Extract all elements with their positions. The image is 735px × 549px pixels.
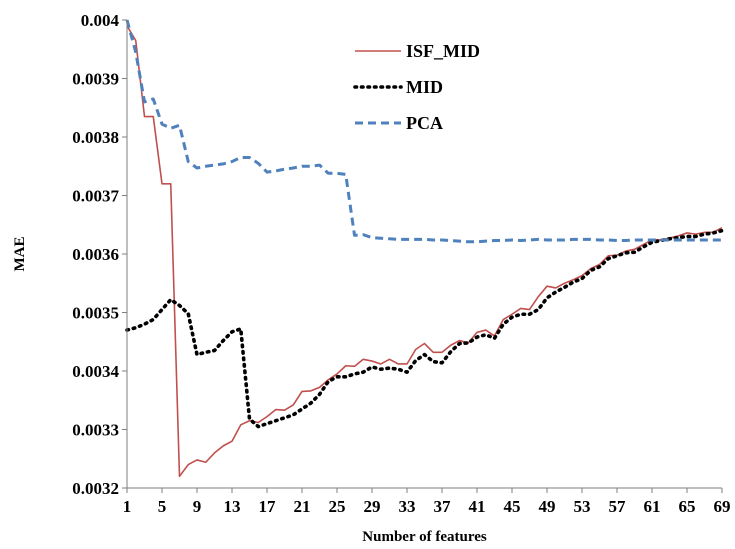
x-tick-label: 17 xyxy=(259,497,277,516)
x-tick-label: 65 xyxy=(679,497,696,516)
y-tick-label: 0.0032 xyxy=(72,479,119,498)
y-tick-label: 0.0033 xyxy=(72,421,119,440)
legend: ISF_MID MID PCA xyxy=(353,41,480,133)
y-tick-label: 0.0037 xyxy=(72,187,119,206)
x-tick-label: 9 xyxy=(193,497,202,516)
x-axis-title: Number of features xyxy=(362,529,487,545)
x-axis-ticks: 1 5 9 13 17 21 25 29 33 37 41 45 49 53 57 61 65 69 xyxy=(123,488,731,516)
y-tick-label: 0.0035 xyxy=(72,304,119,323)
x-tick-label: 29 xyxy=(364,497,381,516)
y-tick-label: 0.0034 xyxy=(72,362,119,381)
x-tick-label: 21 xyxy=(294,497,311,516)
x-tick-label: 49 xyxy=(539,497,556,516)
y-tick-label: 0.004 xyxy=(81,11,120,30)
series-line-pca xyxy=(125,19,722,244)
legend-label-isf-mid: ISF_MID xyxy=(406,41,480,61)
series-layer xyxy=(125,19,724,478)
x-tick-label: 61 xyxy=(644,497,661,516)
series-line-mid xyxy=(125,228,724,429)
x-tick-label: 57 xyxy=(609,497,627,516)
x-tick-label: 53 xyxy=(574,497,591,516)
y-axis-ticks: 0.0032 0.0033 0.0034 0.0035 0.0036 0.0037 0.00… xyxy=(72,11,127,498)
x-tick-label: 13 xyxy=(224,497,241,516)
x-tick-label: 45 xyxy=(504,497,521,516)
x-tick-label: 33 xyxy=(399,497,416,516)
x-tick-label: 1 xyxy=(123,497,132,516)
legend-label-mid: MID xyxy=(406,77,443,97)
x-tick-label: 37 xyxy=(434,497,452,516)
x-tick-label: 25 xyxy=(329,497,346,516)
series-line-isf-mid xyxy=(126,25,723,478)
x-tick-label: 41 xyxy=(469,497,486,516)
x-tick-label: 5 xyxy=(158,497,167,516)
y-axis-title: MAE xyxy=(12,237,28,272)
legend-label-pca: PCA xyxy=(406,113,443,133)
y-tick-label: 0.0039 xyxy=(72,70,119,89)
y-tick-label: 0.0036 xyxy=(72,245,119,264)
y-tick-label: 0.0038 xyxy=(72,128,119,147)
x-tick-label: 69 xyxy=(714,497,731,516)
